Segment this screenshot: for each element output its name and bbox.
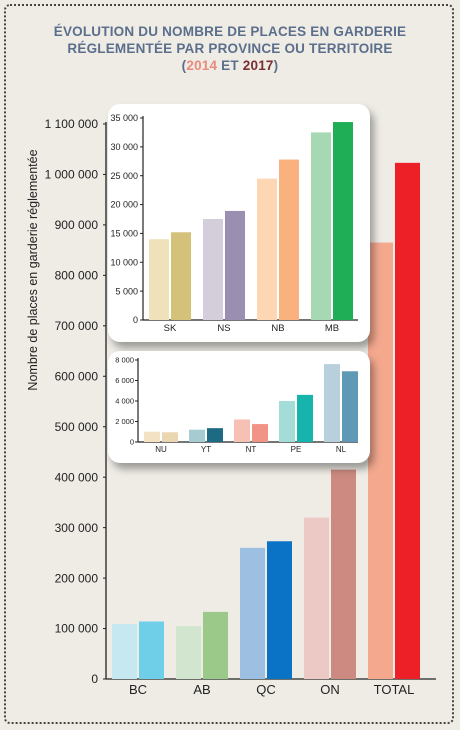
- inset-chart-panel-2: 0 2 000 4 000 6 000 8 000 NU YT NT PE NL: [108, 351, 370, 463]
- y-tick-label: 15 000: [110, 229, 138, 239]
- bar-on-2014: [304, 517, 329, 679]
- y-tick-label: 900 000: [55, 218, 99, 232]
- y-tick-label: 1 000 000: [45, 168, 99, 182]
- x-tick-label: TOTAL: [374, 682, 415, 697]
- chart-title-years: (2014 ET 2017): [0, 58, 460, 73]
- y-tick-label: 800 000: [55, 269, 99, 283]
- bar-qc-2014: [240, 547, 265, 679]
- bar-nl-2017: [342, 371, 358, 442]
- x-tick-label: NT: [246, 445, 257, 454]
- title-close-paren: ): [273, 58, 279, 73]
- y-tick-label: 5 000: [115, 286, 138, 296]
- bar-nb-2014: [257, 178, 277, 320]
- bar-sk-2017: [171, 232, 191, 320]
- x-tick-label: NU: [155, 445, 167, 454]
- x-tick-label: QC: [256, 682, 276, 697]
- bar-total-2017: [395, 162, 420, 680]
- x-tick-label: NB: [271, 323, 284, 334]
- y-tick-label: 0: [130, 438, 134, 447]
- x-tick-label: PE: [291, 445, 302, 454]
- x-tick-label: NS: [217, 323, 230, 334]
- bar-bc-2014: [112, 624, 137, 679]
- inset-bar-chart-territories: 0 2 000 4 000 6 000 8 000 NU YT NT PE NL: [115, 356, 358, 454]
- bar-pe-2017: [297, 394, 313, 442]
- bar-ns-2014: [203, 219, 223, 320]
- chart-title-line-2: RÉGLEMENTÉE PAR PROVINCE OU TERRITOIRE: [67, 41, 393, 56]
- bar-yt-2014: [189, 429, 205, 442]
- y-tick-label: 100 000: [55, 622, 99, 636]
- bar-mb-2017: [333, 122, 353, 320]
- inset-chart-panel-1: 0 5 000 10 000 15 000 20 000 25 000 30 000 35 0…: [108, 104, 370, 342]
- y-tick-label: 2 000: [115, 417, 134, 426]
- x-tick-label: BC: [129, 682, 147, 697]
- bar-nl-2014: [324, 364, 340, 442]
- bar-ab-2014: [176, 626, 201, 679]
- y-tick-label: 25 000: [110, 171, 138, 181]
- x-tick-label: YT: [201, 445, 211, 454]
- y-tick-label: 400 000: [55, 470, 99, 484]
- y-tick-label: 700 000: [55, 319, 99, 333]
- chart-title-line-1: ÉVOLUTION DU NOMBRE DE PLACES EN GARDERI…: [53, 24, 407, 39]
- dotted-frame: [4, 4, 454, 724]
- y-tick-label: 4 000: [115, 397, 134, 406]
- x-tick-label: ON: [320, 682, 340, 697]
- y-tick-label: 0: [133, 315, 138, 325]
- y-tick-label: 1 100 000: [45, 117, 99, 131]
- bar-nu-2017: [162, 432, 178, 442]
- bar-nu-2014: [144, 431, 160, 442]
- bar-ab-2017: [203, 611, 228, 679]
- bar-total-2014: [368, 242, 393, 679]
- bar-ns-2017: [225, 210, 245, 320]
- y-tick-label: 600 000: [55, 369, 99, 383]
- bar-nb-2017: [279, 159, 299, 320]
- bar-nt-2017: [252, 424, 268, 442]
- y-tick-label: 0: [91, 672, 98, 686]
- bar-yt-2017: [207, 428, 223, 442]
- title-open-paren: (: [181, 58, 187, 73]
- bar-on-2017: [331, 469, 356, 679]
- bar-sk-2014: [149, 239, 169, 320]
- x-tick-label: SK: [164, 323, 177, 334]
- inset-bar-chart-sk-ns-nb-mb: 0 5 000 10 000 15 000 20 000 25 000 30 000 35 0…: [110, 113, 358, 334]
- x-tick-label: MB: [325, 323, 339, 334]
- bar-nt-2014: [234, 419, 250, 442]
- bar-qc-2017: [267, 541, 292, 679]
- bar-pe-2014: [279, 401, 295, 442]
- y-tick-label: 200 000: [55, 571, 99, 585]
- x-tick-label: NL: [336, 445, 347, 454]
- title-year-2017: 2017: [242, 58, 274, 73]
- y-tick-label: 10 000: [110, 257, 138, 267]
- y-axis-label: Nombre de places en garderie réglementée: [26, 149, 40, 390]
- y-tick-label: 6 000: [115, 376, 134, 385]
- y-tick-label: 500 000: [55, 420, 99, 434]
- title-year-2014: 2014: [186, 58, 218, 73]
- bar-mb-2014: [311, 132, 331, 320]
- bar-bc-2017: [139, 621, 164, 679]
- y-tick-label: 30 000: [110, 142, 138, 152]
- y-tick-label: 20 000: [110, 200, 138, 210]
- y-tick-label: 35 000: [110, 113, 138, 123]
- title-and: ET: [217, 58, 243, 73]
- y-tick-label: 300 000: [55, 521, 99, 535]
- x-tick-label: AB: [193, 682, 210, 697]
- y-tick-label: 8 000: [115, 356, 134, 365]
